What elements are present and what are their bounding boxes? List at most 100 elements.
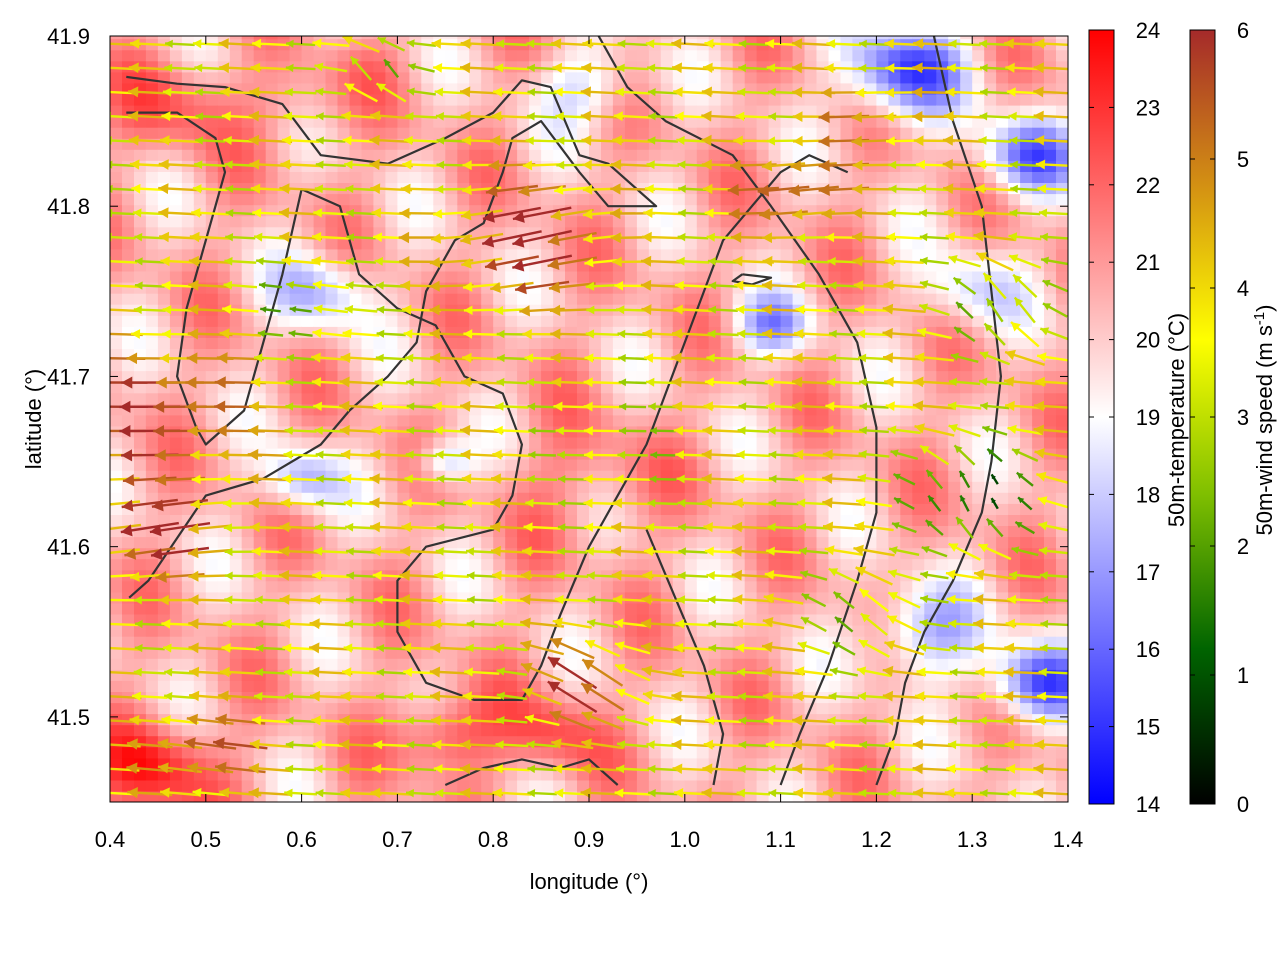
heatmap-cell xyxy=(816,337,830,349)
heatmap-cell xyxy=(277,713,291,726)
heatmap-cell xyxy=(157,403,171,416)
heatmap-cell xyxy=(145,735,159,748)
heatmap-cell xyxy=(780,470,794,482)
heatmap-cell xyxy=(529,93,542,106)
heatmap-cell xyxy=(529,193,542,206)
heatmap-cell xyxy=(517,171,530,183)
heatmap-cell xyxy=(169,536,183,549)
heatmap-cell xyxy=(648,293,662,305)
heatmap-cell xyxy=(936,326,949,338)
heatmap-cell xyxy=(936,503,949,515)
heatmap-cell xyxy=(134,49,147,62)
heatmap-cell xyxy=(948,481,961,493)
heatmap-cell xyxy=(277,558,291,571)
heatmap-cell xyxy=(217,492,231,504)
heatmap-cell xyxy=(145,459,159,471)
heatmap-cell xyxy=(505,171,518,183)
heatmap-cell xyxy=(900,602,913,615)
heatmap-cell xyxy=(624,226,638,239)
heatmap-cell xyxy=(505,790,518,802)
heatmap-cell xyxy=(397,237,410,250)
heatmap-cell xyxy=(217,359,231,372)
heatmap-cell xyxy=(397,625,410,637)
heatmap-cell xyxy=(493,71,506,84)
heatmap-cell xyxy=(181,171,195,183)
heatmap-cell xyxy=(529,104,542,117)
heatmap-cell xyxy=(816,116,830,128)
heatmap-cell xyxy=(948,459,961,471)
heatmap-cell xyxy=(493,36,506,40)
heatmap-cell xyxy=(864,547,877,560)
heatmap-cell xyxy=(457,49,470,62)
heatmap-cell xyxy=(565,625,578,637)
heatmap-cell xyxy=(145,116,159,128)
heatmap-cell xyxy=(541,768,554,781)
heatmap-cell xyxy=(445,193,458,206)
heatmap-cell xyxy=(756,149,770,161)
heatmap-cell xyxy=(888,514,901,526)
heatmap-cell xyxy=(720,71,734,84)
heatmap-cell xyxy=(265,215,279,228)
heatmap-cell xyxy=(397,436,410,449)
heatmap-cell xyxy=(768,414,782,427)
heatmap-cell xyxy=(517,757,530,770)
heatmap-cell xyxy=(481,93,494,106)
heatmap-cell xyxy=(337,171,351,183)
heatmap-cell xyxy=(601,602,614,615)
heatmap-cell xyxy=(181,669,195,681)
heatmap-cell xyxy=(481,602,494,615)
heatmap-cell xyxy=(253,359,267,372)
heatmap-cell xyxy=(804,116,818,128)
heatmap-cell xyxy=(732,326,746,338)
heatmap-cell xyxy=(565,647,578,659)
heatmap-cell xyxy=(720,470,734,482)
heatmap-cell xyxy=(493,702,506,715)
heatmap-cell xyxy=(301,403,315,416)
heatmap-cell xyxy=(732,149,746,161)
heatmap-cell xyxy=(612,779,626,792)
heatmap-cell xyxy=(313,104,327,117)
heatmap-cell xyxy=(421,702,434,715)
heatmap-cell xyxy=(529,459,542,471)
heatmap-cell xyxy=(361,757,375,770)
heatmap-cell xyxy=(397,38,410,51)
heatmap-cell xyxy=(110,248,123,261)
heatmap-cell xyxy=(457,591,470,604)
heatmap-cell xyxy=(708,514,722,526)
heatmap-cell xyxy=(110,82,123,95)
heatmap-cell xyxy=(181,447,195,460)
heatmap-cell xyxy=(708,558,722,571)
heatmap-cell xyxy=(636,71,650,84)
heatmap-cell xyxy=(529,790,542,802)
heatmap-cell xyxy=(912,558,925,571)
heatmap-cell xyxy=(349,60,363,73)
heatmap-cell xyxy=(612,237,626,250)
heatmap-cell xyxy=(517,71,530,84)
heatmap-cell xyxy=(122,127,135,139)
heatmap-cell xyxy=(253,768,267,781)
heatmap-cell xyxy=(888,127,901,139)
heatmap-cell xyxy=(840,713,854,726)
heatmap-cell xyxy=(145,215,159,228)
heatmap-cell xyxy=(756,613,770,626)
heatmap-cell xyxy=(229,790,243,802)
heatmap-cell xyxy=(768,580,782,593)
heatmap-cell xyxy=(624,514,638,526)
heatmap-cell xyxy=(157,625,171,637)
heatmap-cell xyxy=(732,768,746,781)
heatmap-cell xyxy=(265,669,279,681)
heatmap-cell xyxy=(289,171,303,183)
heatmap-cell xyxy=(349,359,363,372)
heatmap-cell xyxy=(277,525,291,538)
heatmap-cell xyxy=(565,293,578,305)
heatmap-cell xyxy=(660,536,674,549)
heatmap-cell xyxy=(181,414,195,427)
heatmap-cell xyxy=(900,337,913,349)
heatmap-cell xyxy=(169,160,183,172)
heatmap-cell xyxy=(145,702,159,715)
heatmap-cell xyxy=(337,237,351,250)
heatmap-cell xyxy=(110,403,123,416)
heatmap-cell xyxy=(696,49,710,62)
heatmap-cell xyxy=(565,746,578,759)
heatmap-cell xyxy=(493,636,506,648)
